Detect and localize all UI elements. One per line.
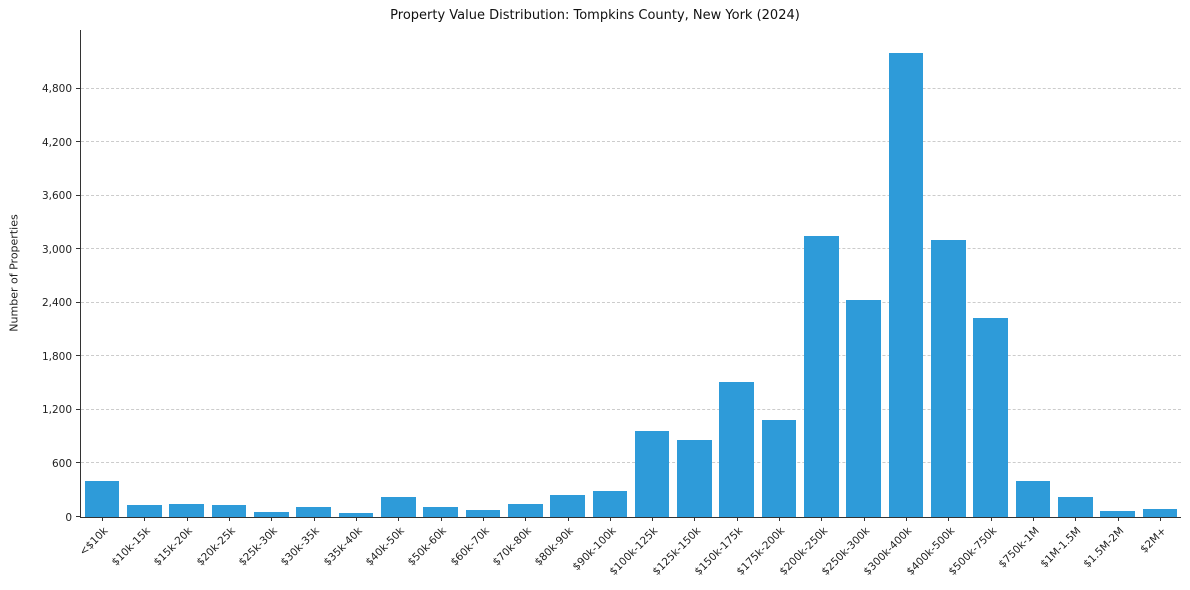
x-tick-mark [1117,517,1119,521]
y-tick-label: 1,800 [41,350,72,363]
bar [761,419,797,517]
bar [846,300,882,517]
bar [804,236,839,517]
x-tick-mark [398,517,400,521]
x-tick-mark [694,517,696,521]
gridline [81,408,1181,410]
x-tick-mark [102,517,104,521]
y-tick-label: 4,200 [41,136,72,149]
x-tick-mark [906,517,907,521]
bar [254,511,289,517]
x-tick-mark [356,517,357,521]
bar [338,512,374,517]
chart-title: Property Value Distribution: Tompkins Co… [390,8,800,23]
bar [634,431,670,517]
x-tick-mark [482,517,484,521]
y-tick-label: 2,400 [41,297,72,310]
x-tick-mark [990,517,992,521]
gridline [81,301,1181,303]
x-tick-mark [1032,517,1034,521]
x-tick-mark [863,517,865,521]
y-tick-label: 4,800 [41,83,72,96]
x-tick-mark [1159,517,1161,521]
bar [1100,510,1135,517]
bar [380,497,416,517]
bar [465,509,501,517]
y-tick-label: 0 [65,511,72,524]
y-tick-mark [76,248,81,250]
x-tick-mark [1075,517,1077,521]
bar [423,507,458,517]
bar [973,318,1008,517]
bar [169,503,205,517]
bar [1142,508,1178,517]
y-tick-mark [76,87,81,89]
y-tick-mark [76,141,81,143]
bar [888,53,924,517]
bar [719,382,755,517]
bar [1057,496,1093,517]
x-tick-mark [525,517,527,521]
y-tick-label: 3,000 [41,243,72,256]
x-tick-mark [609,517,611,521]
bar [550,494,585,517]
y-tick-label: 3,600 [41,190,72,203]
y-tick-label: 600 [51,457,72,470]
gridline [81,355,1181,357]
bar [930,239,966,517]
bar [84,481,120,517]
gridline [81,87,1181,89]
x-tick-mark [948,517,950,521]
gridline [81,194,1181,196]
x-tick-mark [144,517,146,521]
y-tick-mark [76,516,81,517]
bar [127,504,162,517]
bar [1015,481,1051,517]
y-tick-mark [76,408,81,410]
gridline [81,248,1181,250]
x-tick-mark [567,517,569,521]
y-axis-label: Number of Properties [7,214,21,332]
bar [211,504,247,517]
gridline [81,462,1181,464]
x-tick-mark [271,517,273,521]
x-tick-mark [440,517,442,521]
y-tick-label: 1,200 [41,404,72,417]
x-tick-mark [779,517,781,521]
bar [677,440,712,517]
bar [507,503,543,517]
plot-area: 0 600 1,200 1,800 2,400 3,000 3,600 4,200 4,800 <… [42,30,1181,578]
y-tick-mark [76,301,81,303]
y-tick-mark [76,194,81,196]
x-tick-mark [229,517,231,521]
x-tick-mark [186,517,188,521]
y-tick-mark [76,355,81,357]
y-tick-mark [76,462,81,464]
x-tick-mark [313,517,315,521]
x-tick-mark [736,517,738,521]
gridline [81,141,1181,143]
bar [592,491,628,517]
x-tick-mark [821,517,823,521]
bar [296,507,332,517]
x-tick-mark [652,517,654,521]
